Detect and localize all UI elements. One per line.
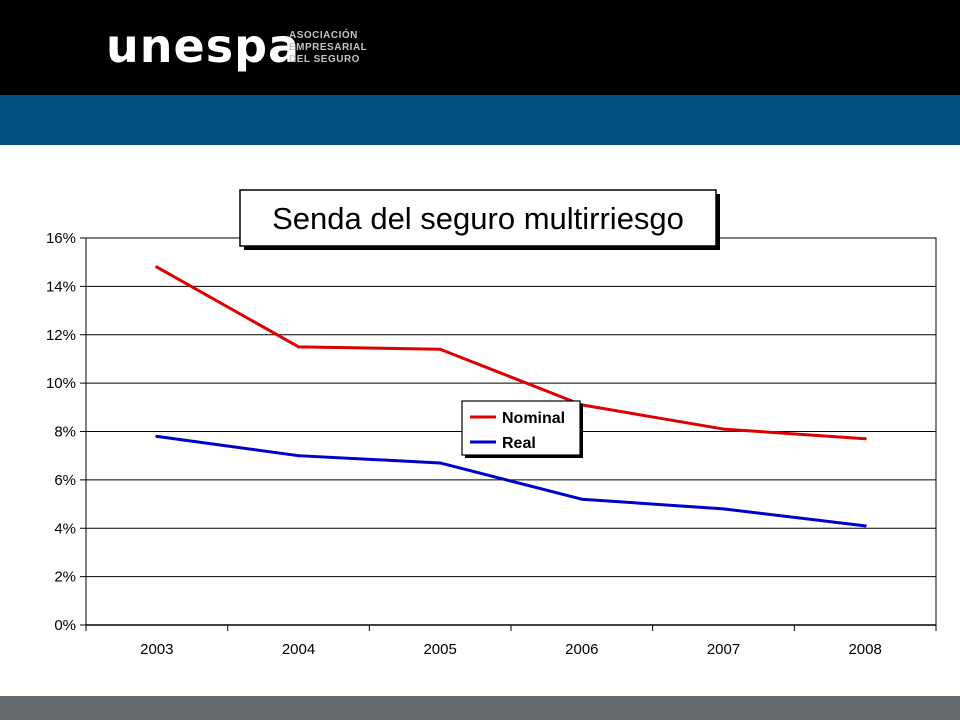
unespa-logo: unespa [106,19,301,73]
data-point-real [863,524,867,528]
legend-label-real: Real [502,435,536,452]
data-point-real [580,497,584,501]
logo-subtitle-line-1: ASOCIACIÓN [289,30,358,41]
data-point-nominal [438,347,442,351]
x-tick-label: 2008 [848,641,881,658]
data-point-nominal [297,345,300,349]
x-tick-label: 2003 [140,641,173,658]
series-line-real [155,434,867,528]
y-tick-label: 4% [54,520,76,537]
legend-box [461,400,581,456]
series-line-nominal [155,265,867,441]
y-tick-label: 0% [54,617,76,634]
y-tick-label: 12% [46,327,76,344]
header-bar [0,0,960,95]
logo-subtitle-line-2: EMPRESARIAL [289,42,368,53]
chart-title: Senda del seguro multirriesgo [272,201,684,236]
y-tick-label: 6% [54,472,76,489]
y-tick-label: 2% [54,569,76,586]
footer-bar [0,696,960,720]
x-tick-label: 2005 [423,641,456,658]
legend-label-nominal: Nominal [502,410,565,427]
title-box [239,189,717,247]
data-point-nominal [863,437,867,441]
y-tick-label: 16% [46,230,76,247]
data-point-real [155,434,159,438]
y-tick-label: 8% [54,424,76,441]
data-point-real [297,454,300,458]
data-point-real [722,507,725,511]
data-point-real [438,461,442,465]
x-tick-label: 2006 [565,641,598,658]
logo-subtitle-line-3: DEL SEGURO [289,54,360,65]
x-tick-label: 2004 [282,641,315,658]
y-tick-label: 14% [46,278,76,295]
x-tick-label: 2007 [707,641,740,658]
accent-band [0,95,960,145]
data-point-nominal [722,427,725,431]
logo-subtitle: ASOCIACIÓN EMPRESARIAL DEL SEGURO [289,30,367,66]
data-point-nominal [155,265,159,269]
y-tick-label: 10% [46,375,76,392]
